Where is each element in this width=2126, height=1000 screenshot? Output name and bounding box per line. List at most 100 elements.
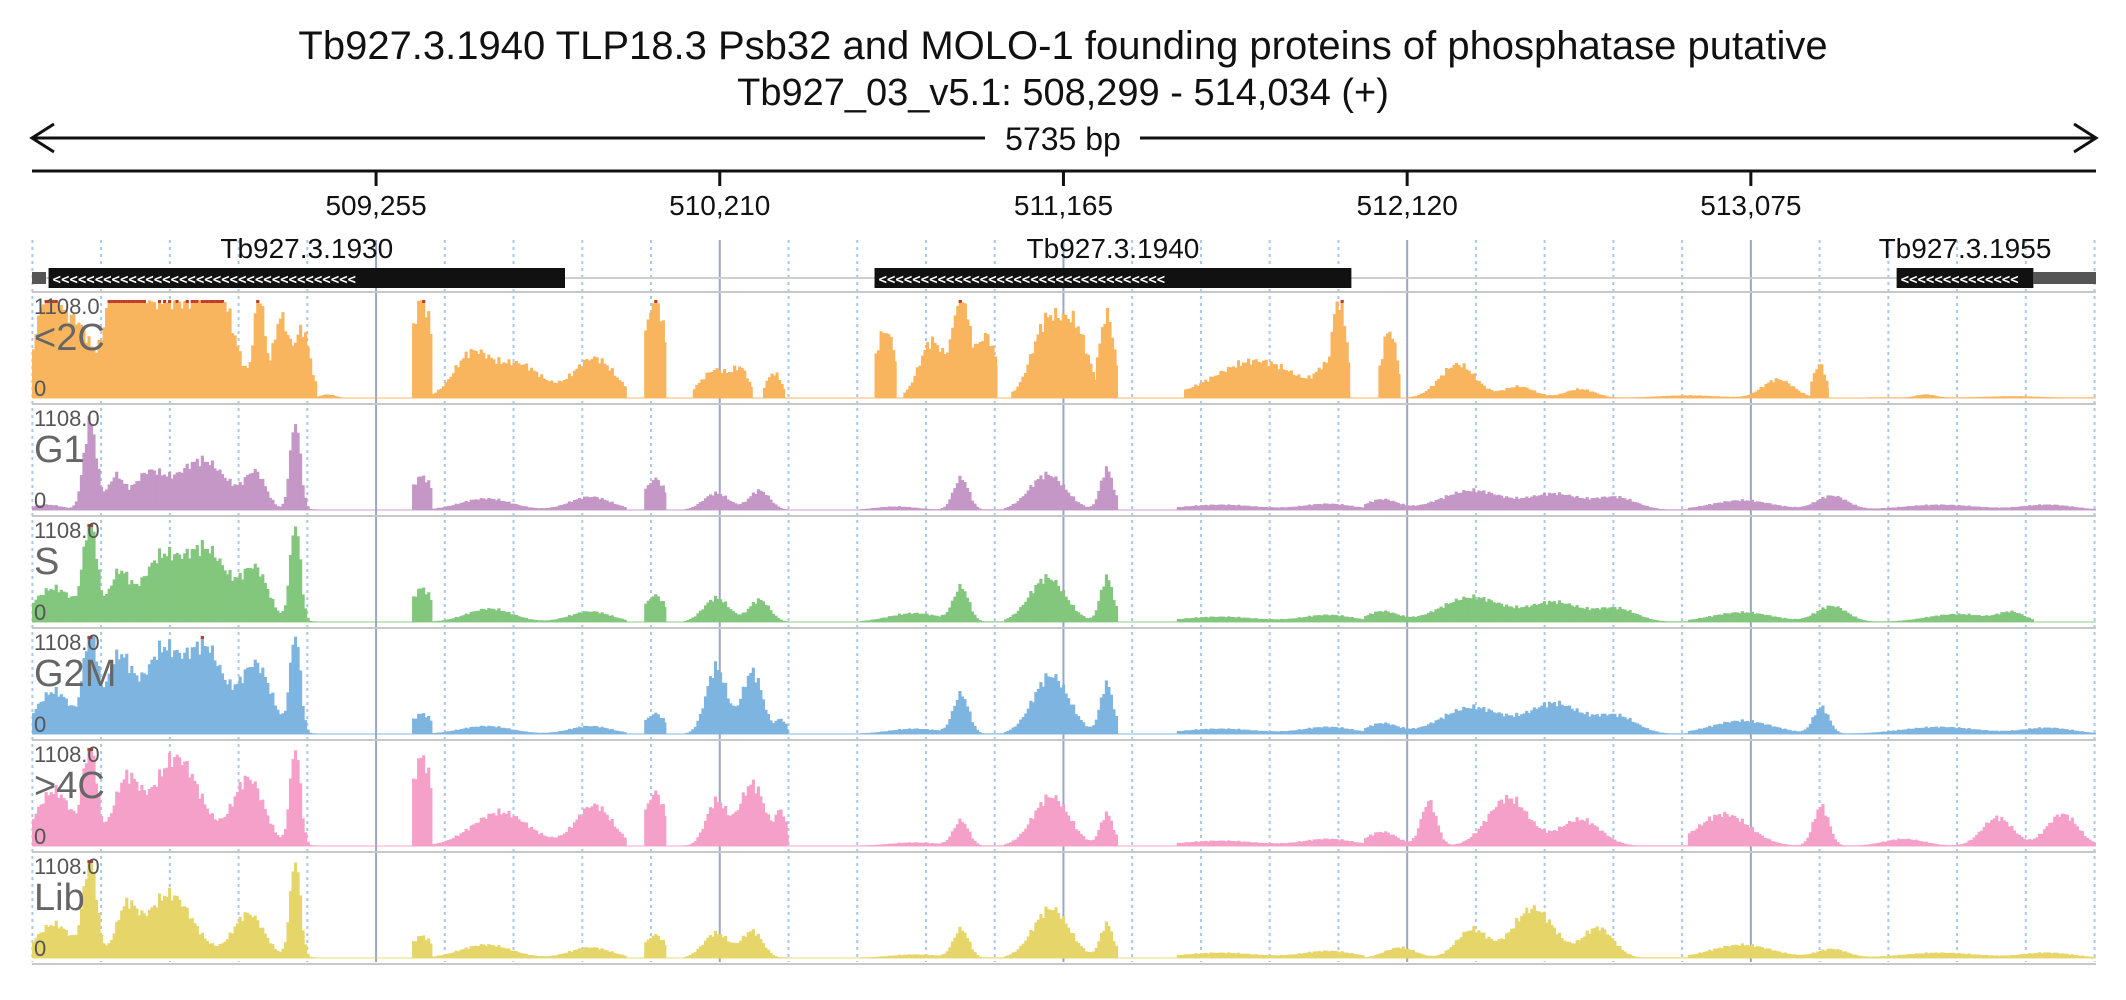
coverage-bar [1479, 826, 1483, 846]
coverage-bar [930, 729, 934, 734]
coverage-bar [1817, 364, 1821, 398]
coverage-bar [1029, 929, 1033, 958]
coverage-bar [1272, 364, 1276, 398]
coverage-bar [1949, 726, 1954, 734]
coverage-bar [1247, 841, 1251, 846]
coverage-bar [1932, 952, 1936, 958]
coverage-bar [651, 714, 655, 734]
coverage-bar [527, 732, 531, 734]
coverage-bar [1275, 619, 1279, 622]
coverage-bar [1242, 505, 1246, 510]
coverage-bar [112, 579, 116, 622]
coverage-bar [499, 727, 503, 734]
coverage-bar [451, 730, 456, 734]
coverage-bar [1615, 945, 1620, 958]
coverage-bar [288, 778, 293, 846]
coverage-bar [1738, 721, 1742, 734]
coverage-bar [1811, 822, 1815, 846]
gene-body[interactable] [874, 268, 1352, 288]
coverage-bar [1615, 397, 1620, 398]
coverage-bar [165, 767, 169, 846]
coverage-bar [1217, 616, 1221, 622]
coverage-bar [210, 813, 214, 846]
coverage-bar [708, 935, 713, 958]
coverage-bar [32, 941, 36, 958]
coverage-bar [593, 725, 597, 734]
coverage-bar [1570, 496, 1574, 510]
coverage-bar [1292, 730, 1296, 734]
coverage-track: 1108.00>4C [32, 739, 2096, 849]
coverage-bar [253, 659, 257, 734]
coverage-bar [1051, 581, 1056, 622]
coverage-bar [770, 373, 774, 398]
coverage-bar [644, 488, 648, 510]
coverage-bar [1312, 373, 1316, 398]
coverage-bar [1021, 717, 1025, 734]
coverage-bar [1796, 507, 1800, 510]
coverage-bar [703, 498, 708, 510]
coverage-bar [1044, 312, 1048, 398]
coverage-bar [734, 503, 738, 510]
clip-marker [203, 300, 207, 303]
coverage-bar [1287, 842, 1291, 846]
coverage-bar [1181, 506, 1185, 510]
gene-feature[interactable]: <<<<<<<<<<<<<<<<<<<<<<<<<<<<<<<<<<<<Tb92… [48, 233, 566, 288]
coverage-bar [1404, 616, 1408, 622]
coverage-bar [1320, 504, 1324, 510]
coverage-bar [1389, 501, 1393, 510]
clip-marker [422, 300, 426, 303]
coverage-bar [89, 346, 94, 398]
coverage-bar [867, 957, 871, 958]
coverage-bar [887, 334, 891, 398]
coverage-bar [880, 507, 884, 510]
coverage-bar [572, 822, 577, 846]
coverage-bar [1826, 817, 1830, 846]
coverage-bar [1557, 600, 1562, 622]
coverage-bar [1904, 839, 1908, 846]
coverage-bar [457, 835, 461, 846]
coverage-bar [1550, 831, 1554, 846]
gene-body[interactable] [1896, 268, 2034, 288]
coverage-bar [1792, 386, 1796, 398]
coverage-bar [885, 844, 889, 846]
coverage-bar [953, 828, 957, 846]
coverage-bar [294, 342, 298, 398]
coverage-bar [965, 597, 970, 622]
coverage-bar [1653, 619, 1657, 622]
coverage-bar [1745, 720, 1749, 734]
coverage-bar [1315, 615, 1319, 622]
coverage-bar [44, 692, 48, 734]
coverage-bar [1386, 723, 1390, 734]
coverage-bar [968, 602, 972, 622]
coverage-bar [1718, 723, 1722, 734]
coverage-bar [1578, 940, 1582, 958]
coverage-bar [913, 507, 917, 510]
coverage-bar [1454, 940, 1458, 958]
coverage-bar [991, 621, 995, 622]
coverage-bar [1944, 845, 1948, 846]
coverage-bar [429, 720, 433, 734]
coverage-bar [1074, 327, 1078, 398]
coverage-bar [1452, 602, 1456, 622]
coverage-bar [585, 611, 589, 622]
gene-feature[interactable]: <<<<<<<<<<<<<<Tb927.3.1955 [1879, 233, 2096, 288]
coverage-bar [895, 955, 899, 958]
coverage-bar [890, 955, 894, 958]
gene-feature[interactable]: <<<<<<<<<<<<<<<<<<<<<<<<<<<<<<<<<<Tb927.… [874, 233, 1352, 288]
coverage-bar [1595, 607, 1599, 622]
gene-body[interactable] [48, 268, 566, 288]
coverage-bar [1896, 506, 1901, 510]
coverage-bar [1454, 598, 1458, 622]
coverage-bar [2053, 952, 2057, 958]
coverage-bar [988, 509, 992, 510]
coverage-bar [1833, 496, 1838, 510]
coverage-bar [1920, 394, 1924, 398]
coverage-bar [1613, 607, 1617, 622]
coverage-bar [195, 784, 199, 846]
coverage-bar [1600, 496, 1604, 510]
coverage-bar [711, 808, 715, 846]
coverage-bar [1668, 621, 1672, 622]
coverage-bar [567, 373, 572, 398]
coverage-bar [664, 815, 667, 846]
coverage-bar [1196, 617, 1201, 622]
